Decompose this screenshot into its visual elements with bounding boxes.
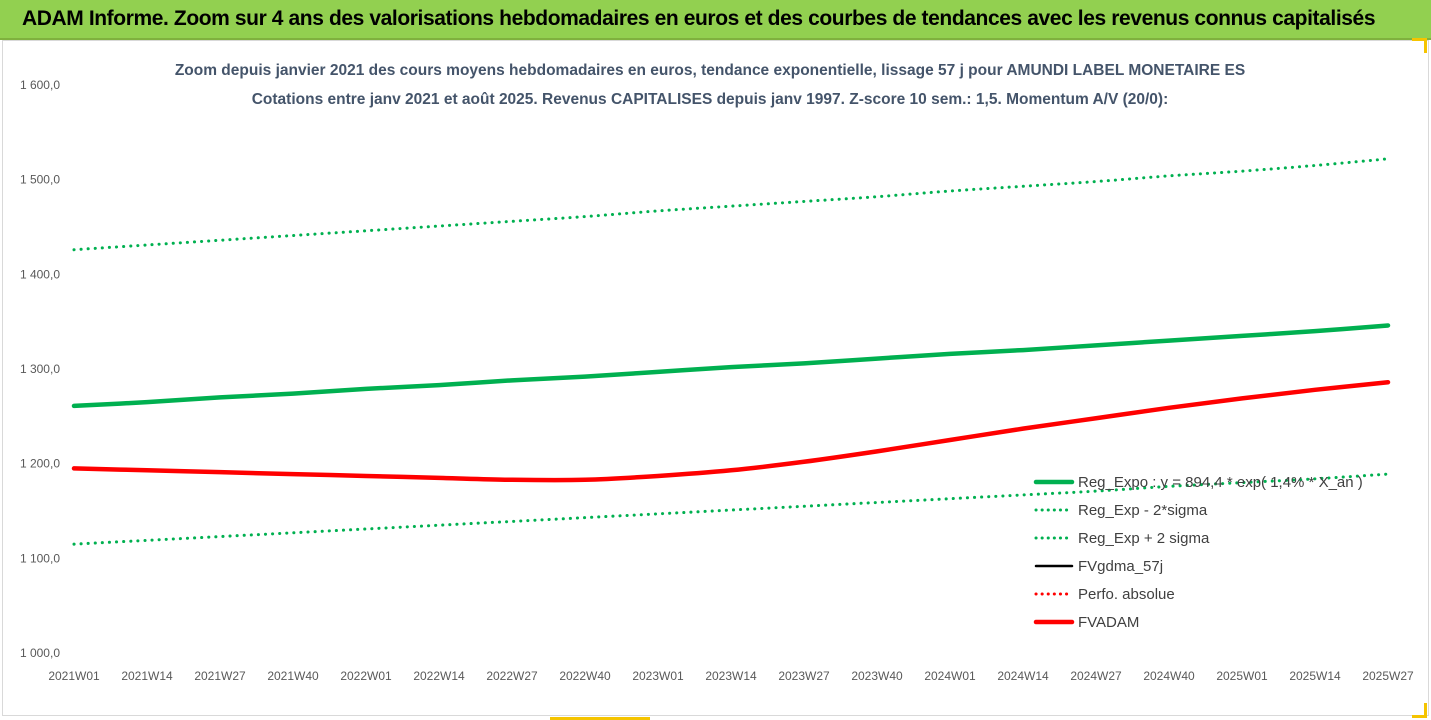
- series-line: [72, 472, 1390, 546]
- series-line: [72, 157, 1390, 252]
- series-line: [71, 323, 1391, 409]
- legend: Reg_Expo : y = 894,4 * exp( 1,4% * X_an …: [1033, 474, 1363, 631]
- y-tick-label: 1 500,0: [20, 173, 60, 187]
- legend-label: Reg_Exp - 2*sigma: [1078, 502, 1208, 519]
- plot-series: [71, 157, 1391, 546]
- x-tick-label: 2024W27: [1070, 669, 1122, 683]
- legend-label: Reg_Exp + 2 sigma: [1078, 530, 1210, 547]
- y-tick-label: 1 200,0: [20, 457, 60, 471]
- x-tick-label: 2021W40: [267, 669, 319, 683]
- frame-bottom-mark: [550, 717, 650, 720]
- y-tick-label: 1 600,0: [20, 78, 60, 92]
- x-tick-label: 2025W01: [1216, 669, 1268, 683]
- x-tick-label: 2025W27: [1362, 669, 1414, 683]
- chart-frame: [2, 40, 1429, 716]
- y-axis: 1 000,0 1 100,0 1 200,0 1 300,0 1 400,0 1 500…: [20, 78, 60, 660]
- frame-corner-top-right: [1412, 38, 1427, 53]
- x-tick-label: 2023W01: [632, 669, 684, 683]
- legend-label: FVgdma_57j: [1078, 558, 1163, 575]
- series-line: [71, 380, 1391, 483]
- x-tick-label: 2021W27: [194, 669, 246, 683]
- chart-subtitle: Cotations entre janv 2021 et août 2025. …: [252, 91, 1169, 108]
- x-tick-label: 2022W14: [413, 669, 465, 683]
- y-tick-label: 1 100,0: [20, 551, 60, 565]
- x-tick-label: 2024W14: [997, 669, 1049, 683]
- chart-title: Zoom depuis janvier 2021 des cours moyen…: [175, 62, 1245, 79]
- x-axis: 2021W01 2021W14 2021W27 2021W40 2022W01 2022W…: [48, 669, 1414, 683]
- frame-corner-bottom-right: [1412, 703, 1427, 718]
- y-tick-label: 1 300,0: [20, 362, 60, 376]
- x-tick-label: 2021W14: [121, 669, 173, 683]
- y-tick-label: 1 000,0: [20, 646, 60, 660]
- x-tick-label: 2023W27: [778, 669, 830, 683]
- x-tick-label: 2025W14: [1289, 669, 1341, 683]
- x-tick-label: 2021W01: [48, 669, 100, 683]
- report-banner: ADAM Informe. Zoom sur 4 ans des valoris…: [0, 0, 1431, 40]
- x-tick-label: 2024W01: [924, 669, 976, 683]
- x-tick-label: 2023W40: [851, 669, 903, 683]
- legend-label: Perfo. absolue: [1078, 586, 1175, 603]
- x-tick-label: 2023W14: [705, 669, 757, 683]
- x-tick-label: 2024W40: [1143, 669, 1195, 683]
- report-title: ADAM Informe. Zoom sur 4 ans des valoris…: [22, 7, 1376, 30]
- x-tick-label: 2022W01: [340, 669, 392, 683]
- legend-label: Reg_Expo : y = 894,4 * exp( 1,4% * X_an …: [1078, 474, 1363, 491]
- legend-label: FVADAM: [1078, 614, 1139, 631]
- y-tick-label: 1 400,0: [20, 267, 60, 281]
- x-tick-label: 2022W27: [486, 669, 538, 683]
- x-tick-label: 2022W40: [559, 669, 611, 683]
